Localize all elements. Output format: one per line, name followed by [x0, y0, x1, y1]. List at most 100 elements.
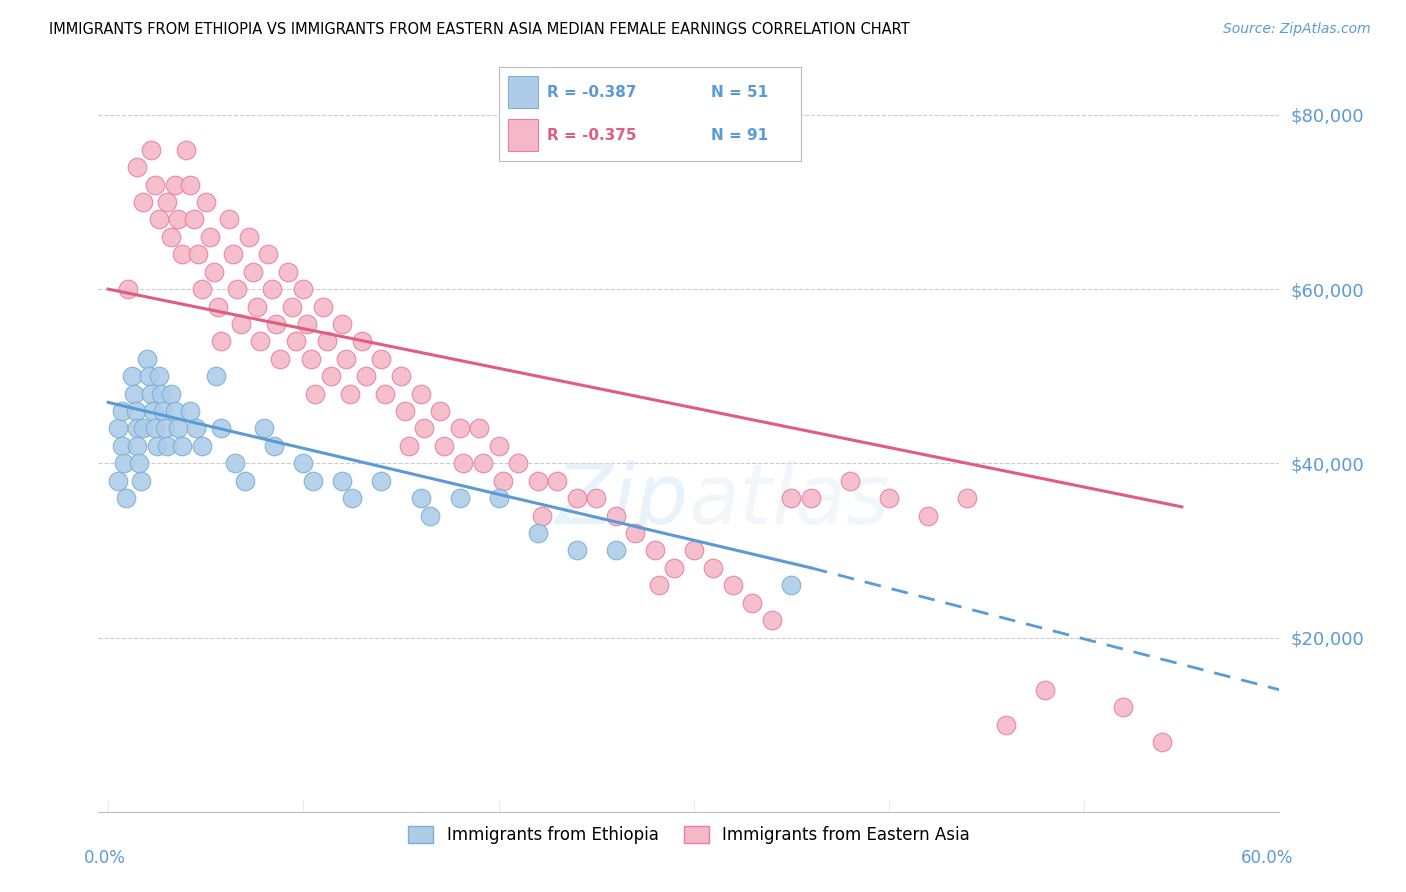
Point	[233, 474, 256, 488]
Point	[264, 317, 287, 331]
Point	[204, 369, 226, 384]
Point	[284, 334, 307, 349]
Point	[156, 194, 179, 209]
Point	[238, 230, 260, 244]
Point	[398, 439, 420, 453]
Point	[245, 300, 267, 314]
Point	[138, 369, 160, 384]
Point	[546, 474, 568, 488]
Point	[148, 212, 170, 227]
Point	[1152, 735, 1174, 749]
Point	[332, 317, 354, 331]
Point	[163, 404, 186, 418]
Point	[449, 491, 471, 505]
Point	[253, 421, 276, 435]
Point	[340, 491, 363, 505]
Point	[1112, 700, 1135, 714]
Point	[374, 386, 396, 401]
Text: 60.0%: 60.0%	[1241, 849, 1294, 867]
Point	[741, 596, 763, 610]
Point	[159, 230, 181, 244]
Point	[224, 456, 246, 470]
Point	[304, 386, 326, 401]
Point	[112, 456, 135, 470]
Point	[179, 178, 201, 192]
Point	[149, 386, 172, 401]
Point	[136, 351, 159, 366]
Point	[702, 561, 724, 575]
Point	[394, 404, 416, 418]
Point	[218, 212, 240, 227]
Point	[124, 404, 146, 418]
Point	[297, 317, 319, 331]
Point	[242, 265, 264, 279]
Point	[142, 404, 165, 418]
Point	[839, 474, 862, 488]
Point	[350, 334, 373, 349]
Point	[209, 421, 232, 435]
Point	[624, 526, 647, 541]
Point	[249, 334, 271, 349]
Point	[127, 421, 149, 435]
Point	[277, 265, 299, 279]
Text: atlas: atlas	[689, 460, 890, 541]
Point	[413, 421, 436, 435]
Point	[302, 474, 325, 488]
Point	[453, 456, 475, 470]
Point	[488, 491, 510, 505]
Point	[146, 439, 169, 453]
Point	[409, 491, 432, 505]
Point	[184, 421, 207, 435]
Text: IMMIGRANTS FROM ETHIOPIA VS IMMIGRANTS FROM EASTERN ASIA MEDIAN FEMALE EARNINGS : IMMIGRANTS FROM ETHIOPIA VS IMMIGRANTS F…	[49, 22, 910, 37]
Text: 0.0%: 0.0%	[84, 849, 127, 867]
Point	[191, 439, 214, 453]
Point	[172, 247, 194, 261]
Point	[132, 421, 155, 435]
Point	[132, 194, 155, 209]
Text: Source: ZipAtlas.com: Source: ZipAtlas.com	[1223, 22, 1371, 37]
Point	[800, 491, 823, 505]
Point	[389, 369, 412, 384]
Point	[508, 456, 530, 470]
Point	[339, 386, 361, 401]
Point	[207, 300, 229, 314]
Point	[468, 421, 491, 435]
Point	[156, 439, 179, 453]
Point	[299, 351, 322, 366]
Point	[605, 543, 627, 558]
Point	[644, 543, 666, 558]
Point	[209, 334, 232, 349]
Point	[315, 334, 337, 349]
Point	[429, 404, 451, 418]
Point	[191, 282, 214, 296]
Point	[449, 421, 471, 435]
Point	[127, 160, 149, 174]
Text: N = 91: N = 91	[710, 128, 768, 143]
Point	[153, 421, 176, 435]
Point	[682, 543, 704, 558]
FancyBboxPatch shape	[508, 77, 538, 108]
Point	[761, 613, 783, 627]
Text: Zip: Zip	[555, 460, 689, 541]
Point	[280, 300, 302, 314]
Point	[877, 491, 900, 505]
Point	[257, 247, 280, 261]
Point	[194, 194, 217, 209]
Point	[172, 439, 194, 453]
Point	[1033, 682, 1056, 697]
Point	[332, 474, 354, 488]
Legend: Immigrants from Ethiopia, Immigrants from Eastern Asia: Immigrants from Ethiopia, Immigrants fro…	[408, 826, 970, 844]
Text: N = 51: N = 51	[710, 85, 768, 100]
Point	[229, 317, 252, 331]
Point	[269, 351, 291, 366]
Point	[167, 421, 190, 435]
Point	[491, 474, 513, 488]
Point	[319, 369, 342, 384]
Point	[565, 491, 588, 505]
Point	[128, 456, 150, 470]
Point	[198, 230, 221, 244]
Point	[292, 282, 315, 296]
Point	[139, 386, 162, 401]
Point	[111, 404, 134, 418]
Point	[530, 508, 553, 523]
